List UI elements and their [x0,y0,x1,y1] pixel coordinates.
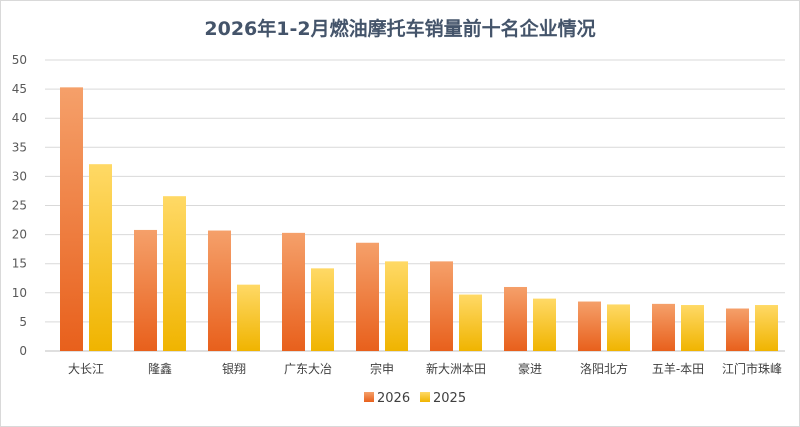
bar-2025 [311,268,334,351]
y-tick-label: 35 [12,140,27,154]
bar-2025 [237,284,260,351]
bar-2025 [89,164,112,351]
bar-2026 [356,242,379,351]
x-tick-label: 新大洲本田 [426,361,486,376]
bar-2025 [459,294,482,351]
x-tick-label: 大长江 [68,362,104,376]
y-tick-label: 5 [19,315,27,329]
legend-label-2026: 2026 [377,391,410,406]
bar-2025 [533,298,556,351]
y-tick-label: 45 [12,82,27,96]
bar-2026 [134,229,157,351]
x-tick-label: 银翔 [222,362,246,376]
bar-2026 [208,230,231,351]
y-tick-label: 40 [12,111,27,125]
legend-label-2025: 2025 [433,391,466,406]
legend-swatch-2026 [364,392,374,402]
x-tick-label: 隆鑫 [148,361,172,376]
x-tick-label: 江门市珠峰 [722,361,782,376]
bars [60,87,778,351]
x-tick-label: 宗申 [370,361,394,376]
x-tick-label: 洛阳北方 [580,361,628,376]
bar-2026 [726,308,749,351]
bar-2026 [578,301,601,351]
bar-2026 [282,232,305,351]
bar-2026 [652,303,675,351]
x-tick-label: 五羊-本田 [652,361,704,376]
y-tick-label: 15 [12,257,27,271]
y-tick-label: 10 [12,286,27,300]
legend-swatch-2025 [420,392,430,402]
bar-2026 [504,286,527,351]
chart-title: 2026年1-2月燃油摩托车销量前十名企业情况 [204,18,596,40]
legend: 2026 2025 [364,391,466,406]
bar-2025 [163,196,186,351]
y-tick-label: 50 [12,53,27,67]
bar-2025 [607,304,630,351]
y-tick-label: 20 [12,228,27,242]
axis-labels: 0 5 10 15 20 25 30 35 40 45 50 大长江 隆鑫 银翔 广东大冶 宗申 新大洲本田 豪进… [12,53,782,376]
x-tick-label: 广东大冶 [284,362,332,376]
bar-2025 [681,305,704,351]
y-tick-label: 0 [19,344,27,358]
bar-2026 [60,87,83,351]
y-tick-label: 30 [12,169,27,183]
x-tick-label: 豪进 [518,361,542,376]
bar-2025 [755,305,778,351]
y-tick-label: 25 [12,199,27,213]
bar-2026 [430,261,453,351]
bar-2025 [385,261,408,351]
